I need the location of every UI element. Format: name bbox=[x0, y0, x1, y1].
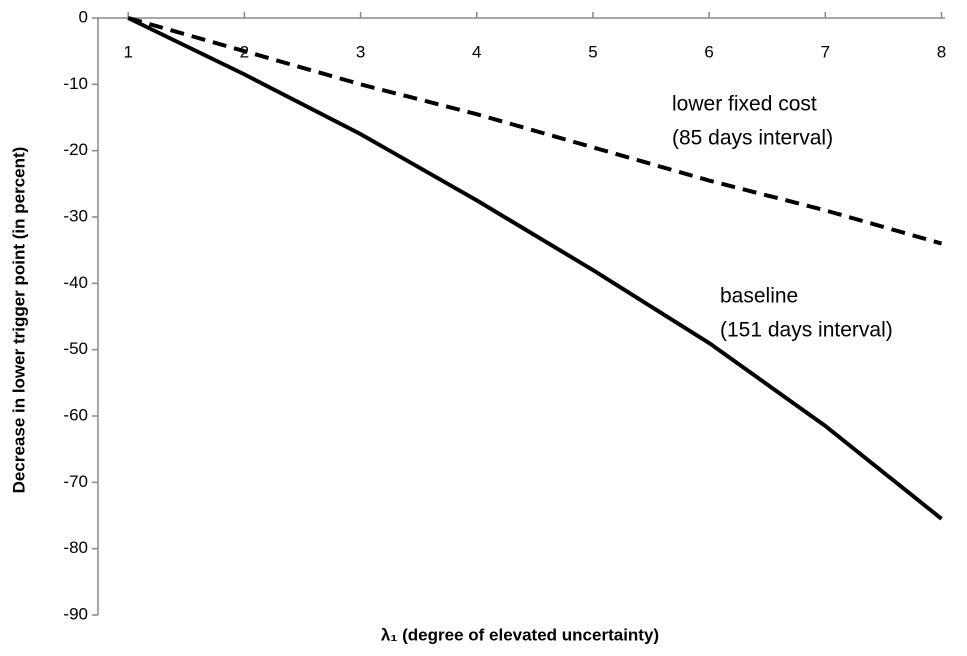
x-tick-label: 6 bbox=[704, 42, 713, 61]
x-tick-label: 8 bbox=[937, 42, 946, 61]
y-tick-label: -40 bbox=[63, 273, 88, 292]
y-tick-label: -10 bbox=[63, 74, 88, 93]
annotation: baseline bbox=[720, 285, 798, 308]
x-tick-label: 7 bbox=[821, 42, 830, 61]
x-tick-label: 4 bbox=[472, 42, 481, 61]
annotation: (85 days interval) bbox=[672, 127, 833, 150]
series-line bbox=[127, 16, 943, 246]
y-tick-label: -60 bbox=[63, 405, 88, 424]
annotation: lower fixed cost bbox=[672, 93, 817, 116]
y-tick-label: -20 bbox=[63, 140, 88, 159]
y-tick-label: -90 bbox=[63, 604, 88, 623]
y-tick-label: -70 bbox=[63, 472, 88, 491]
y-tick-label: -30 bbox=[63, 206, 88, 225]
y-tick-label: -80 bbox=[63, 538, 88, 557]
x-axis-title: λ₁ (degree of elevated uncertainty) bbox=[381, 625, 659, 644]
x-tick-label: 5 bbox=[588, 42, 597, 61]
x-tick-label: 3 bbox=[356, 42, 365, 61]
annotation: (151 days interval) bbox=[720, 319, 893, 342]
x-tick-label: 1 bbox=[123, 42, 132, 61]
y-tick-label: -50 bbox=[63, 339, 88, 358]
series-line bbox=[127, 16, 943, 521]
y-axis-title: Decrease in lower trigger point (in perc… bbox=[9, 147, 28, 494]
y-tick-label: 0 bbox=[79, 7, 88, 26]
